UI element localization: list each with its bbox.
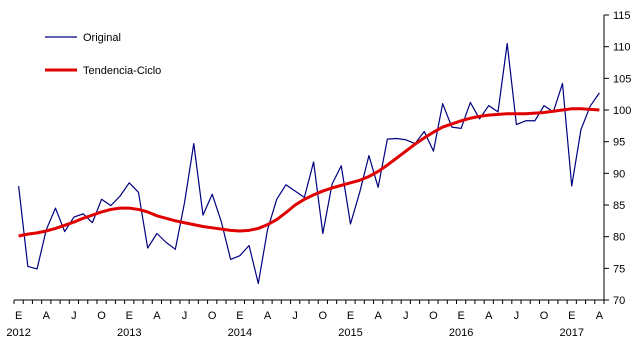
x-tick-label: E: [126, 310, 133, 322]
series-original-line: [18, 42, 600, 285]
x-tick-label: E: [15, 310, 22, 322]
x-tick-label: E: [457, 310, 464, 322]
year-label: 2017: [559, 327, 583, 339]
y-tick-label: 85: [613, 200, 625, 212]
y-tick-label: 75: [613, 263, 625, 275]
series-tendencia-ciclo-line: [18, 107, 600, 238]
x-tick-label: J: [403, 310, 409, 322]
x-tick-label: E: [347, 310, 354, 322]
y-tick-label: 105: [613, 73, 631, 85]
year-label: 2012: [6, 327, 30, 339]
legend: Original Tendencia-Ciclo: [45, 32, 161, 77]
x-tick-label: O: [208, 310, 217, 322]
year-label: 2014: [228, 327, 252, 339]
x-tick-label: E: [236, 310, 243, 322]
legend-label-tendencia-ciclo: Tendencia-Ciclo: [83, 65, 161, 77]
y-tick-label: 95: [613, 137, 625, 149]
year-label: 2015: [338, 327, 362, 339]
x-tick-label: A: [153, 310, 161, 322]
legend-label-original: Original: [83, 32, 121, 44]
x-tick-label: O: [97, 310, 106, 322]
x-tick-label: J: [71, 310, 77, 322]
x-tick-label: J: [292, 310, 298, 322]
y-tick-label: 70: [613, 295, 625, 307]
y-tick-label: 110: [613, 42, 631, 54]
y-tick-label: 115: [613, 10, 631, 22]
x-tick-label: J: [182, 310, 188, 322]
x-tick-label: A: [374, 310, 382, 322]
x-tick-label: A: [264, 310, 272, 322]
x-tick-label: O: [540, 310, 549, 322]
y-tick-label: 100: [613, 105, 631, 117]
series-layer: [18, 42, 600, 285]
y-axis: 70 75 80 85 90 95 100 105 110 115: [603, 10, 631, 307]
x-tick-label: A: [596, 310, 604, 322]
y-tick-label: 80: [613, 232, 625, 244]
x-tick-label: O: [429, 310, 438, 322]
x-tick-label: A: [485, 310, 493, 322]
y-tick-label: 90: [613, 168, 625, 180]
year-label: 2013: [117, 327, 141, 339]
x-tick-label: E: [568, 310, 575, 322]
x-tick-label: A: [43, 310, 51, 322]
x-axis: E A J O E A J O E A J O E A J O E A J O E A 2012 2013 2014 2015 20…: [6, 299, 605, 339]
x-tick-label: O: [319, 310, 328, 322]
year-label: 2016: [449, 327, 473, 339]
x-tick-label: J: [514, 310, 520, 322]
